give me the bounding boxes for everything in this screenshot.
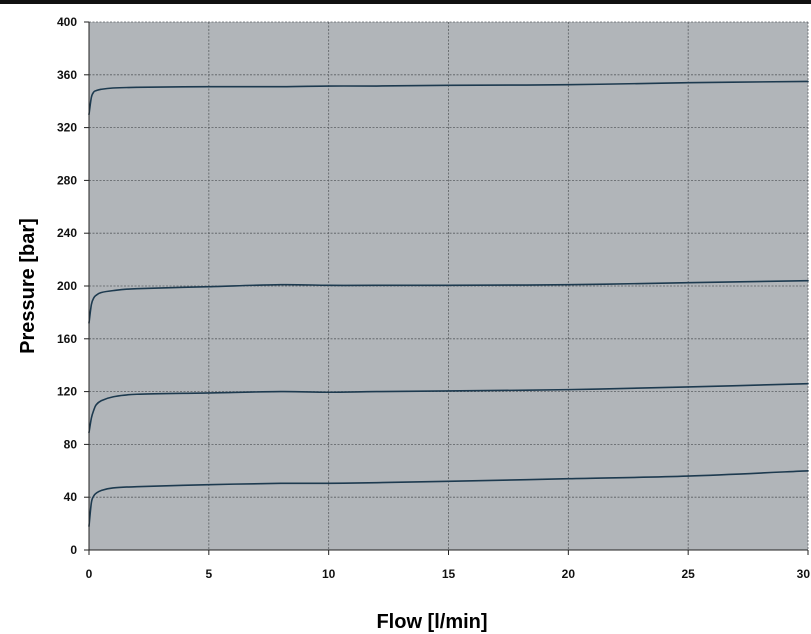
x-tick-label: 10 [322, 567, 336, 581]
top-rule [0, 0, 811, 4]
series-layer [88, 80, 809, 528]
y-tick-label: 120 [57, 385, 77, 399]
y-tick-label: 160 [57, 332, 77, 346]
x-tick-label: 30 [797, 567, 811, 581]
y-tick-label: 280 [57, 173, 77, 187]
y-axis-title: Pressure [bar] [17, 218, 39, 354]
y-tick-label: 240 [57, 226, 77, 240]
series-line-3 [88, 279, 809, 324]
y-tick-label: 40 [64, 490, 78, 504]
x-tick-label: 25 [681, 567, 695, 581]
x-tick-label: 5 [205, 567, 212, 581]
x-tick-label: 0 [86, 567, 93, 581]
y-tick-label: 400 [57, 15, 77, 29]
series-line-2 [88, 382, 809, 434]
y-tick-label: 80 [64, 437, 78, 451]
series-line-4 [88, 80, 809, 116]
x-tick-label: 15 [442, 567, 456, 581]
y-tick-label: 360 [57, 68, 77, 82]
y-tick-label: 200 [57, 279, 77, 293]
y-tick-label: 320 [57, 121, 77, 135]
y-tick-label: 0 [70, 543, 77, 557]
x-tick-label: 20 [562, 567, 576, 581]
series-line-1 [88, 470, 809, 528]
x-axis-title: Flow [l/min] [376, 611, 487, 633]
tick-labels: 0 40 80 120 160 200 240 280 320 360 400 0 5 10 15 20 25 3… [57, 15, 810, 581]
axes [84, 21, 809, 555]
